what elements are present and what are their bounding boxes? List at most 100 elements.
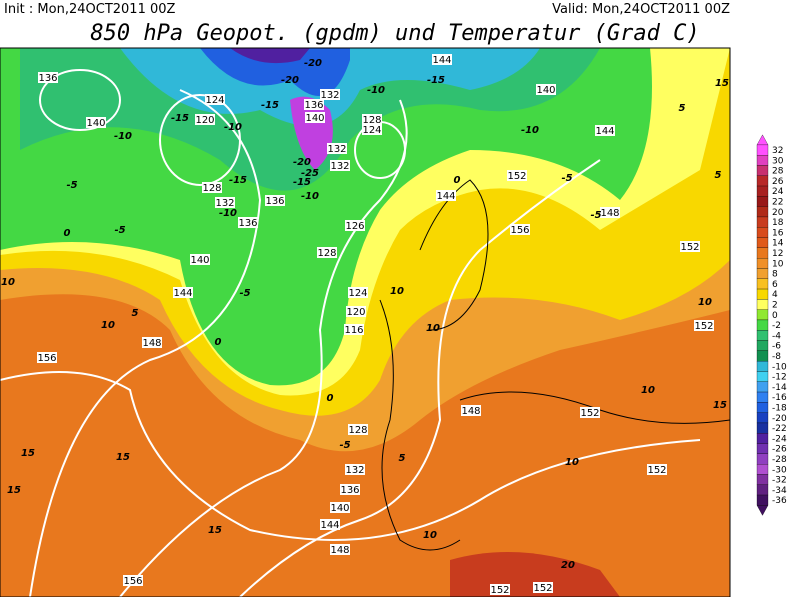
colorbar-swatch (756, 144, 769, 156)
temperature-label: -5 (114, 225, 125, 236)
label-bg (345, 464, 365, 475)
colorbar-swatch (756, 268, 769, 279)
label-bg (490, 584, 510, 595)
temperature-label: -20 (304, 58, 322, 69)
colorbar-tip-top (756, 134, 769, 145)
colorbar-label: 28 (772, 167, 784, 177)
label-bg (340, 484, 360, 495)
temperature-label: 10 (641, 385, 655, 396)
colorbar-swatch (756, 402, 769, 413)
colorbar-swatch (756, 422, 769, 434)
colorbar-label: 2 (772, 301, 778, 311)
colorbar-swatch (756, 371, 769, 382)
colorbar-label: -12 (772, 373, 787, 383)
colorbar-swatch (756, 257, 769, 269)
colorbar-label: 30 (772, 156, 784, 166)
geopotential-label: 124 (362, 125, 381, 136)
colorbar-label: -30 (772, 465, 787, 475)
label-bg (595, 125, 615, 136)
geopotential-label: 144 (432, 55, 451, 66)
colorbar-label: -28 (772, 455, 787, 465)
colorbar-swatch (756, 350, 769, 362)
label-bg (37, 352, 57, 363)
init-time: Init : Mon,24OCT2011 00Z (4, 2, 176, 17)
colorbar-swatch (756, 453, 769, 465)
label-bg (265, 195, 285, 206)
geopotential-label: 140 (190, 255, 209, 266)
colorbar-swatch (756, 288, 769, 300)
colorbar-label: -26 (772, 445, 787, 455)
temperature-label: 10 (390, 286, 404, 297)
temperature-label: 0 (454, 175, 461, 186)
geopotential-label: 144 (595, 126, 614, 137)
label-bg (330, 502, 350, 513)
label-bg (173, 287, 193, 298)
label-bg (436, 190, 456, 201)
temperature-label: 10 (565, 457, 579, 468)
geopotential-label: 156 (37, 353, 56, 364)
geopotential-label: 148 (330, 545, 349, 556)
geopotential-label: 140 (330, 503, 349, 514)
temperature-label: -15 (293, 177, 311, 188)
geopotential-label: 144 (436, 191, 455, 202)
colorbar-swatch (756, 237, 769, 249)
geopotential-label: 152 (507, 171, 526, 182)
geopotential-label: 128 (362, 115, 381, 126)
colorbar-swatch (756, 433, 769, 444)
colorbar-swatch (756, 319, 769, 331)
valid-time: Valid: Mon,24OCT2011 00Z (552, 2, 730, 17)
colorbar-label: -8 (772, 352, 781, 362)
geopotential-label: 152 (490, 585, 509, 596)
label-bg (432, 54, 452, 65)
colorbar-label: -16 (772, 393, 787, 403)
colorbar-label: 18 (772, 218, 784, 228)
colorbar-swatch (756, 247, 769, 259)
label-bg (320, 519, 340, 530)
temperature-label: -25 (301, 168, 319, 179)
label-bg (362, 114, 382, 125)
colorbar-swatch (756, 330, 769, 341)
geopotential-label: 136 (340, 485, 359, 496)
temperature-label: -5 (561, 173, 572, 184)
temperature-label: 5 (715, 170, 722, 181)
label-bg (345, 220, 365, 231)
colorbar-label: 20 (772, 208, 784, 218)
label-bg (461, 405, 481, 416)
label-bg (507, 170, 527, 181)
colorbar-swatch (756, 340, 769, 351)
geopotential-label: 128 (317, 248, 336, 259)
label-bg (86, 117, 106, 128)
temperature-label: 10 (423, 530, 437, 541)
label-bg (320, 89, 340, 100)
colorbar-swatch (756, 474, 769, 485)
temperature-label: 15 (116, 452, 130, 463)
colorbar-label: 26 (772, 177, 784, 187)
temperature-label: -10 (367, 85, 385, 96)
label-bg (600, 207, 620, 218)
geopotential-label: 132 (320, 90, 339, 101)
temperature-label: -10 (301, 191, 319, 202)
geopotential-label: 140 (86, 118, 105, 129)
temperature-label: 0 (64, 228, 71, 239)
label-bg (330, 544, 350, 555)
colorbar: 32302826242220181614121086420-2-4-6-8-10… (756, 134, 787, 516)
colorbar-label: 6 (772, 280, 778, 290)
colorbar-label: 24 (772, 187, 784, 197)
colorbar-swatch (756, 196, 769, 207)
colorbar-swatch (756, 278, 769, 290)
colorbar-swatch (756, 463, 769, 475)
colorbar-label: 14 (772, 239, 784, 249)
geopotential-label: 152 (533, 583, 552, 594)
temperature-label: -5 (590, 210, 601, 221)
geopotential-label: 136 (304, 100, 323, 111)
label-bg (694, 320, 714, 331)
temperature-label: 15 (208, 525, 222, 536)
colorbar-label: 4 (772, 290, 778, 300)
geopotential-label: 148 (142, 338, 161, 349)
geopotential-label: 132 (327, 144, 346, 155)
temperature-label: -15 (171, 113, 189, 124)
geopotential-label: 144 (320, 520, 339, 531)
geopotential-label: 124 (205, 95, 224, 106)
colorbar-label: 32 (772, 146, 783, 156)
